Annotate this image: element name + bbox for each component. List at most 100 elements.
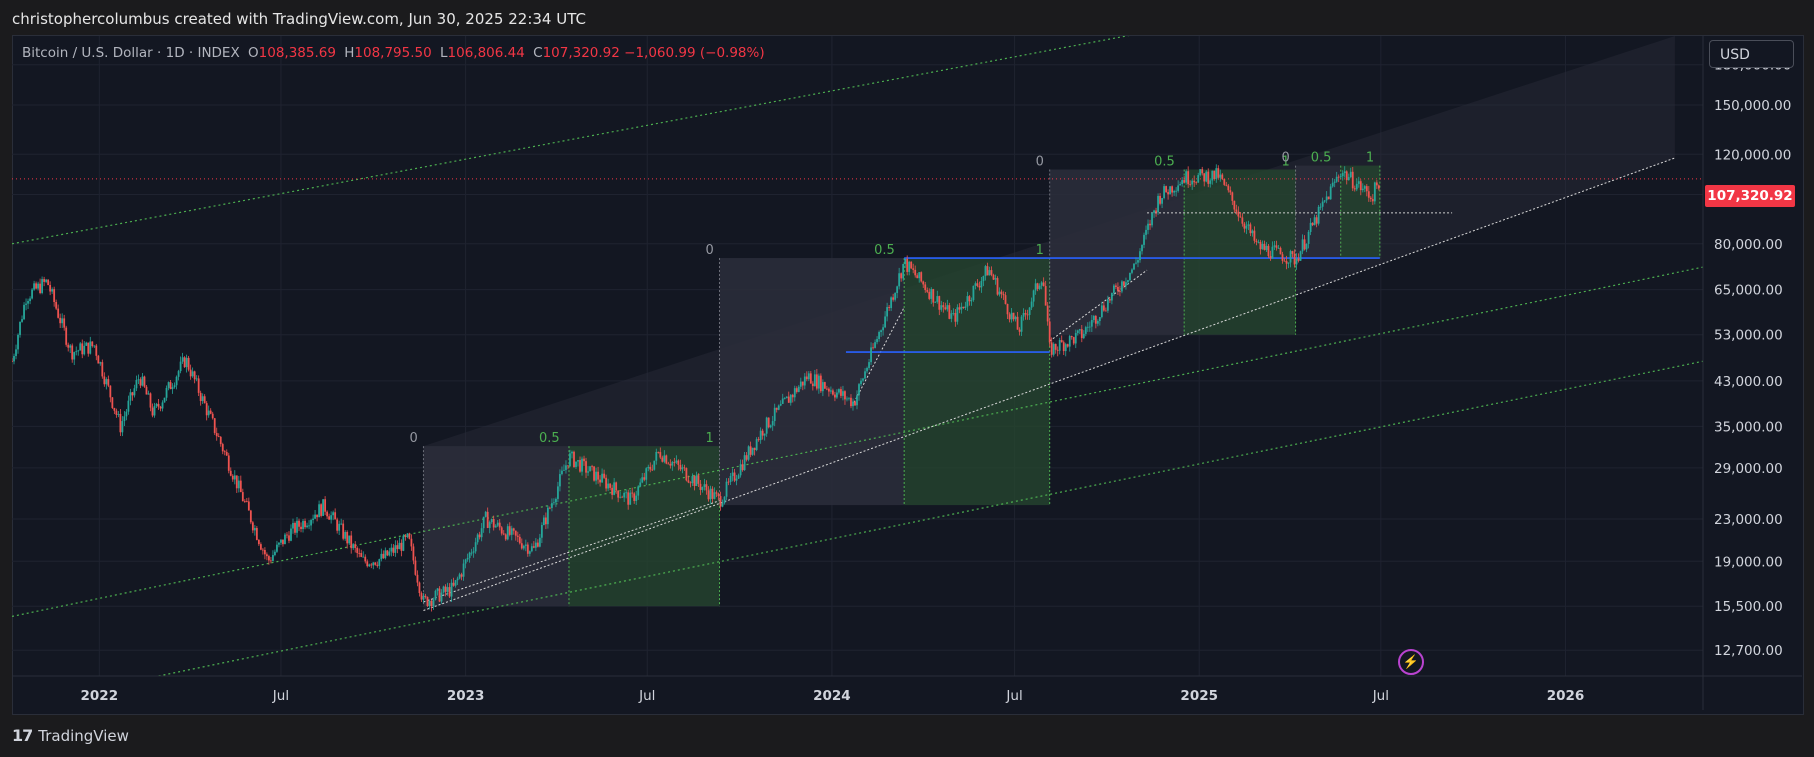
candle-body xyxy=(191,371,194,377)
candle-body xyxy=(587,471,589,473)
candle-body xyxy=(296,520,298,533)
candle-body xyxy=(235,475,238,489)
lightning-icon[interactable]: ⚡ xyxy=(1398,649,1424,675)
candles xyxy=(12,164,1380,612)
candle-body xyxy=(1199,169,1202,176)
candle-body xyxy=(938,296,941,310)
candle-body xyxy=(773,407,776,422)
candle-body xyxy=(37,283,39,289)
candle-body xyxy=(1040,282,1043,286)
candle-body xyxy=(316,514,318,518)
candle-body xyxy=(286,534,288,536)
candle-body xyxy=(195,378,198,380)
attribution-text: christophercolumbus created with Trading… xyxy=(12,10,586,28)
candle-body xyxy=(547,507,549,525)
candle-body xyxy=(739,464,742,476)
candle-body xyxy=(777,405,780,410)
candle-body xyxy=(1010,312,1013,320)
candle-body xyxy=(1201,169,1204,174)
candle-body xyxy=(1042,282,1045,287)
fib-level-label: 0 xyxy=(1282,151,1290,166)
candle-body xyxy=(842,391,844,396)
candle-body xyxy=(1233,200,1236,210)
candle-body xyxy=(276,544,278,552)
candle-body xyxy=(211,413,214,419)
candle-body xyxy=(486,511,489,528)
candle-body xyxy=(643,477,646,480)
candle-body xyxy=(1123,281,1125,286)
fib-zone-green xyxy=(1340,165,1380,259)
candle-body xyxy=(428,600,431,607)
candle-body xyxy=(1189,184,1192,186)
candle-body xyxy=(1177,185,1180,191)
candle-body xyxy=(910,261,913,269)
candle-body xyxy=(492,518,495,528)
candle-body xyxy=(350,535,353,549)
candle-body xyxy=(466,558,469,560)
candle-body xyxy=(661,457,664,462)
candle-body xyxy=(1325,196,1328,201)
candle-body xyxy=(819,375,822,392)
candle-body xyxy=(807,373,810,380)
candle-body xyxy=(362,556,365,558)
currency-button[interactable]: USD xyxy=(1709,40,1794,68)
y-tick-label: 53,000.00 xyxy=(1714,328,1783,344)
candle-body xyxy=(1163,186,1165,199)
candle-body xyxy=(408,533,411,539)
candle-body xyxy=(370,564,373,566)
candle-body xyxy=(1315,217,1318,224)
candle-body xyxy=(199,392,202,402)
trend-line xyxy=(1049,269,1148,342)
candle-body xyxy=(380,553,383,560)
candle-body xyxy=(482,516,485,529)
candle-body xyxy=(926,290,929,292)
candle-body xyxy=(13,355,15,362)
candle-body xyxy=(755,439,758,451)
candle-body xyxy=(440,592,443,602)
candle-body xyxy=(908,261,911,272)
candle-body xyxy=(699,483,702,490)
candle-body xyxy=(743,455,746,471)
candle-body xyxy=(968,296,971,302)
candle-body xyxy=(312,518,314,521)
candle-body xyxy=(348,535,351,544)
candle-body xyxy=(310,520,312,526)
candle-body xyxy=(151,407,154,416)
candle-body xyxy=(769,425,772,428)
candle-body xyxy=(512,528,515,531)
candle-body xyxy=(984,266,987,277)
candle-body xyxy=(63,318,66,328)
candle-body xyxy=(282,539,284,545)
candle-body xyxy=(1209,180,1212,184)
candle-body xyxy=(914,269,917,276)
candle-body xyxy=(980,281,983,288)
candle-body xyxy=(1349,171,1352,178)
candle-body xyxy=(635,495,638,501)
candle-body xyxy=(669,463,672,466)
candle-body xyxy=(705,484,708,491)
candle-body xyxy=(1237,211,1240,217)
candle-body xyxy=(813,374,816,387)
candle-body xyxy=(1068,336,1071,347)
candle-body xyxy=(217,436,220,437)
candle-body xyxy=(1024,313,1027,315)
candle-body xyxy=(255,527,258,540)
candle-body xyxy=(1219,174,1222,178)
candle-body xyxy=(474,542,477,552)
candle-body xyxy=(538,537,541,547)
candle-body xyxy=(1084,327,1087,334)
candle-body xyxy=(988,270,991,276)
fib-level-label: 0 xyxy=(706,243,714,258)
candle-body xyxy=(1267,245,1270,257)
candle-body xyxy=(1309,222,1312,232)
candle-body xyxy=(446,587,449,592)
candle-body xyxy=(958,307,961,310)
candle-body xyxy=(524,544,527,546)
candle-body xyxy=(691,476,694,484)
candle-body xyxy=(1373,182,1376,202)
candle-body xyxy=(663,455,666,462)
candle-body xyxy=(334,512,337,520)
candle-body xyxy=(490,518,493,523)
candle-body xyxy=(263,549,266,555)
